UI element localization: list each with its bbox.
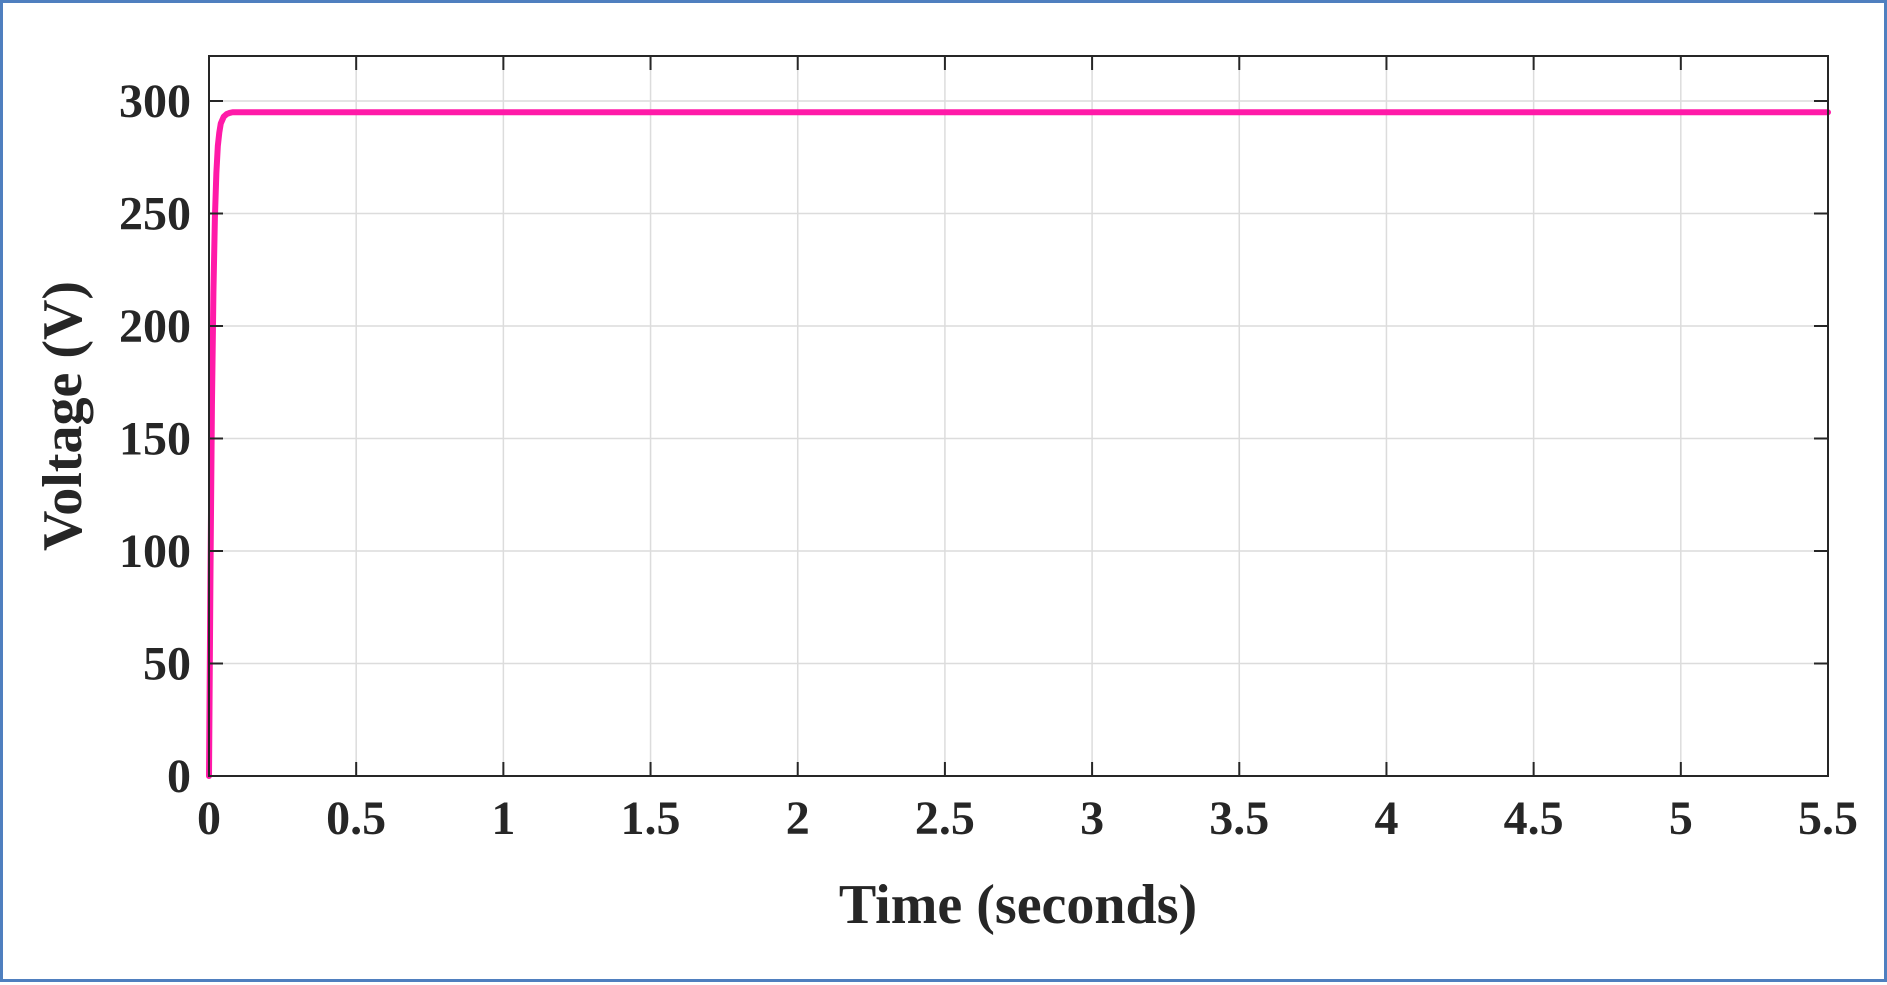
x-axis-label: Time (seconds) — [839, 874, 1197, 936]
x-tick-label: 1 — [491, 792, 515, 845]
y-axis-label: Voltage (V) — [32, 281, 94, 551]
x-tick-label: 0.5 — [326, 792, 386, 845]
y-tick-label: 100 — [119, 525, 191, 578]
x-tick-label: 4.5 — [1504, 792, 1564, 845]
y-tick-label: 200 — [119, 300, 191, 353]
y-tick-label: 250 — [119, 188, 191, 241]
x-tick-label: 3.5 — [1209, 792, 1269, 845]
plot-border — [208, 55, 1829, 777]
x-tick-label: 1.5 — [621, 792, 681, 845]
x-tick-label: 3 — [1080, 792, 1104, 845]
x-tick-label: 2.5 — [915, 792, 975, 845]
voltage-series-line — [206, 109, 1831, 779]
voltage-time-chart: 0 0.5 1 1.5 2 2.5 3 3.5 4 4.5 5 5.5 0 50 100 150 200 250… — [32, 55, 1858, 936]
x-tick-label: 4 — [1374, 792, 1398, 845]
y-tick-label: 0 — [167, 750, 191, 803]
y-tick-label: 150 — [119, 413, 191, 466]
x-tick-label: 2 — [786, 792, 810, 845]
x-tick-labels: 0 0.5 1 1.5 2 2.5 3 3.5 4 4.5 5 5.5 — [197, 792, 1858, 845]
grid-lines — [209, 56, 1828, 776]
y-tick-labels: 0 50 100 150 200 250 300 — [119, 75, 191, 803]
y-tick-label: 50 — [143, 638, 191, 691]
tick-marks — [208, 56, 1829, 777]
x-tick-label: 5 — [1669, 792, 1693, 845]
x-tick-label: 0 — [197, 792, 221, 845]
y-tick-label: 300 — [119, 75, 191, 128]
x-tick-label: 5.5 — [1798, 792, 1858, 845]
series-layer — [206, 109, 1831, 779]
plot-area — [209, 56, 1828, 776]
